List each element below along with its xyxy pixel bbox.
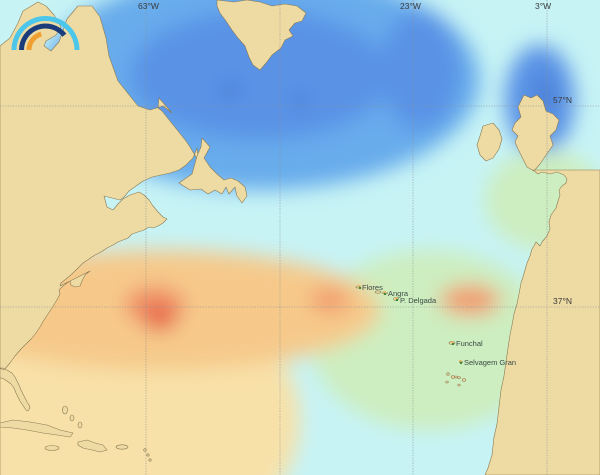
svg-text:3°W: 3°W — [535, 1, 551, 11]
svg-text:37°N: 37°N — [553, 296, 572, 306]
svg-text:23°W: 23°W — [400, 1, 421, 11]
svg-text:Flores: Flores — [362, 283, 383, 292]
svg-text:63°W: 63°W — [138, 1, 159, 11]
svg-text:57°N: 57°N — [553, 95, 572, 105]
svg-text:Funchal: Funchal — [456, 339, 483, 348]
svg-text:P. Delgada: P. Delgada — [400, 296, 437, 305]
svg-text:Selvagem Gran: Selvagem Gran — [464, 358, 516, 367]
